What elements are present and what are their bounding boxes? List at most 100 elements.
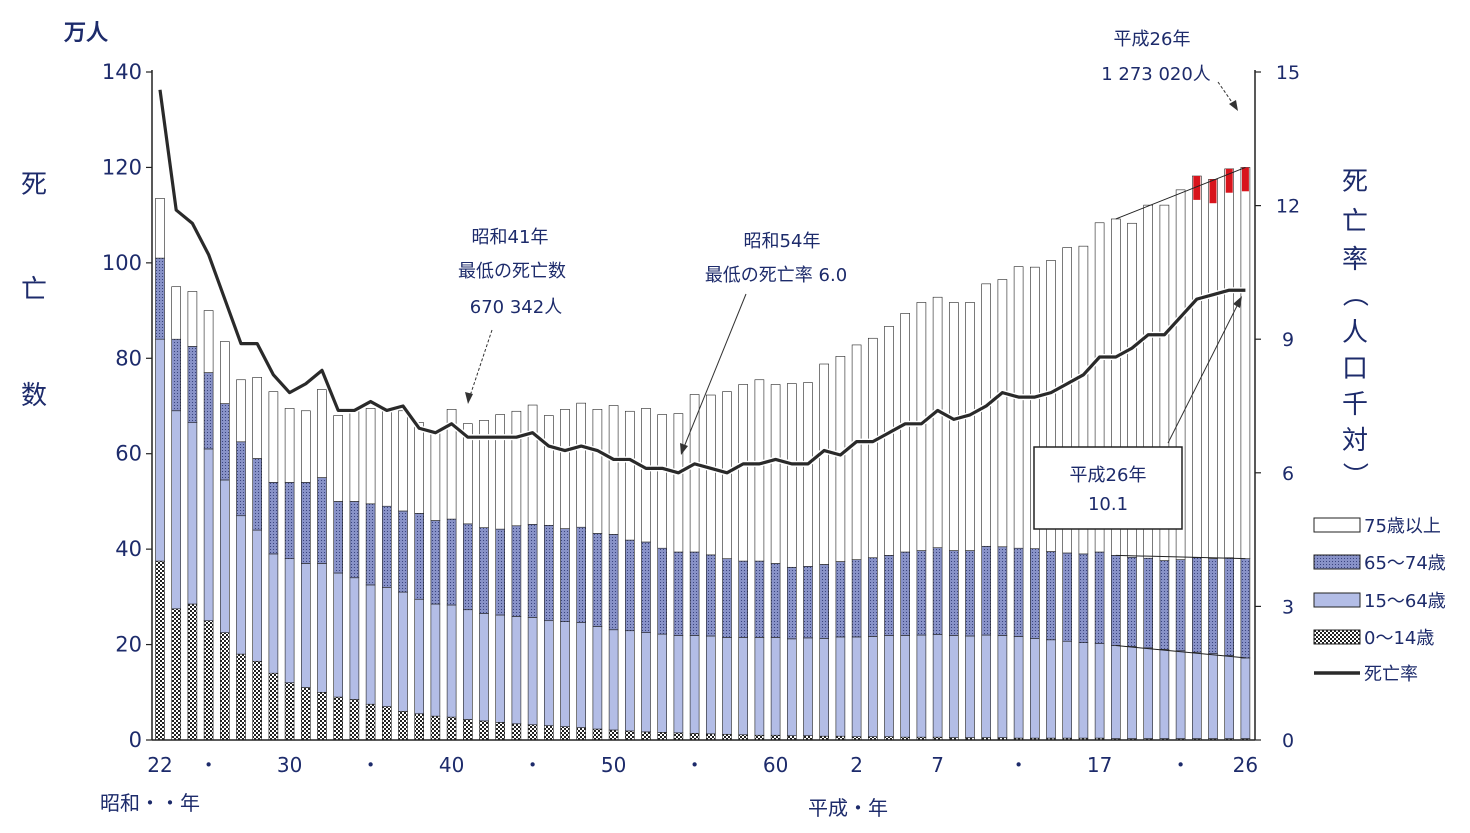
bar-segment-15-64 [333, 572, 344, 698]
x-tick-label: 22 [147, 753, 172, 777]
bar-segment-65-74 [1062, 552, 1072, 642]
bar-segment-15-64 [1240, 657, 1251, 739]
bar-segment-65-74 [317, 477, 327, 564]
bar-segment-15-64 [641, 632, 651, 733]
bar-segment-65-74 [981, 545, 992, 636]
bar-segment-15-64 [1208, 653, 1218, 739]
bar-segment-75-plus [1013, 266, 1024, 549]
bar-segment-65-74 [1030, 548, 1040, 639]
bar-segment-75-plus [705, 394, 716, 556]
x-tick-label: 7 [931, 753, 944, 777]
bar-segment-75-plus [171, 286, 181, 340]
x-tick-label: 50 [601, 753, 626, 777]
bar-segment-15-64 [884, 635, 894, 737]
bar-segment-75-plus [1159, 204, 1170, 561]
bar-segment-75-plus [495, 414, 506, 530]
annotation-showa54-desc: 最低の死亡率 6.0 [705, 265, 847, 286]
right-tick-label: 3 [1282, 596, 1294, 618]
bar-segment-65-74 [1240, 558, 1251, 659]
bar-segment-65-74 [673, 551, 684, 636]
bar-segment-75-plus [689, 394, 700, 553]
bar-segment-15-64 [576, 622, 587, 728]
bar-segment-65-74 [284, 482, 295, 559]
bar-segment-15-64 [608, 629, 619, 731]
annotation-showa54-year: 昭和54年 [744, 231, 821, 252]
bar-segment-75-plus [819, 363, 830, 565]
bar-segment-0-14 [187, 603, 198, 741]
bar-segment-75-plus [252, 377, 262, 459]
bar-segment-75-plus [1143, 204, 1153, 559]
bar-segment-65-74 [479, 527, 489, 614]
bar-segment-15-64 [1159, 649, 1170, 739]
bar-segment-75-plus [770, 384, 781, 564]
bar-segment-75-plus [1078, 245, 1089, 555]
left-axis-title-char-3: 数 [21, 381, 47, 411]
bar-segment-15-64 [1046, 639, 1056, 739]
left-tick-label: 0 [129, 728, 142, 752]
bar-segment-65-74 [349, 501, 360, 579]
x-era-heisei-label: 平成・年 [808, 796, 888, 820]
bar-segment-15-64 [900, 635, 911, 738]
bar-segment-0-14 [446, 716, 457, 741]
bar-segment-15-64 [430, 603, 441, 717]
bar-segment-15-64 [997, 635, 1008, 738]
right-tick-label: 9 [1282, 329, 1294, 351]
bar-segment-65-74 [1175, 559, 1186, 652]
bar-segment-0-14 [333, 696, 344, 741]
right-axis-title-char: ） [1339, 462, 1369, 488]
bar-segment-65-74 [1013, 547, 1024, 637]
bar-segment-65-74 [867, 557, 878, 637]
bar-segment-75-plus [1240, 167, 1251, 559]
right-axis-title-char: 死 [1342, 167, 1368, 197]
bar-segment-65-74 [608, 534, 619, 631]
x-tick-label: 26 [1233, 753, 1258, 777]
bar-segment-65-74 [430, 520, 441, 605]
right-axis-title-char: 対 [1342, 426, 1368, 456]
bar-segment-75-plus [462, 423, 473, 525]
x-tick-label: 60 [763, 753, 788, 777]
bar-segment-15-64 [1175, 650, 1186, 739]
bar-segment-65-74 [722, 558, 732, 638]
bar-segment-75-plus [738, 384, 749, 562]
bar-segment-0-14 [738, 734, 749, 741]
bar-segment-15-64 [689, 635, 700, 734]
bar-segment-15-64 [300, 563, 311, 688]
bar-segment-65-74 [851, 559, 862, 638]
bar-segment-75-plus [268, 391, 279, 483]
bar-segment-0-14 [252, 660, 262, 741]
bar-segment-15-64 [673, 635, 684, 734]
left-axis-unit: 万人 [63, 21, 108, 46]
bar-segment-15-64 [155, 338, 165, 562]
bar-segment-65-74 [900, 551, 911, 636]
bar-segment-15-64 [1111, 645, 1121, 739]
bar-segment-15-64 [1143, 647, 1153, 739]
bar-segment-15-64 [446, 604, 457, 718]
bar-segment-75-plus [300, 410, 311, 483]
bar-segment-75-plus [187, 291, 198, 347]
x-tick-label: ・ [523, 753, 543, 777]
bar-segment-75-plus [317, 388, 327, 478]
trend-line [1115, 554, 1246, 560]
bar-segment-15-64 [1013, 636, 1024, 739]
trend-line [1115, 166, 1246, 220]
bar-segment-15-64 [770, 637, 781, 736]
right-axis-title-char: 率 [1342, 245, 1368, 275]
bar-segment-75-plus [1208, 179, 1218, 559]
bar-segment-65-74 [819, 564, 830, 639]
bar-segment-15-64 [349, 577, 360, 700]
bar-segment-75-plus [398, 410, 408, 512]
bar-segment-75-plus [479, 420, 489, 528]
bar-segment-65-74 [365, 503, 376, 586]
bar-segment-15-64 [786, 638, 797, 737]
bar-segment-75-plus [835, 356, 846, 562]
bar-segment-15-64 [705, 635, 716, 735]
bar-segment-0-14 [381, 706, 392, 741]
bar-segment-75-plus [867, 337, 878, 559]
bar-segment-75-plus [1224, 168, 1234, 559]
death-rate-line [158, 89, 1246, 475]
left-tick-label: 40 [115, 537, 142, 561]
bar-segment-65-74 [1078, 553, 1089, 643]
bar-segment-15-64 [527, 617, 538, 726]
